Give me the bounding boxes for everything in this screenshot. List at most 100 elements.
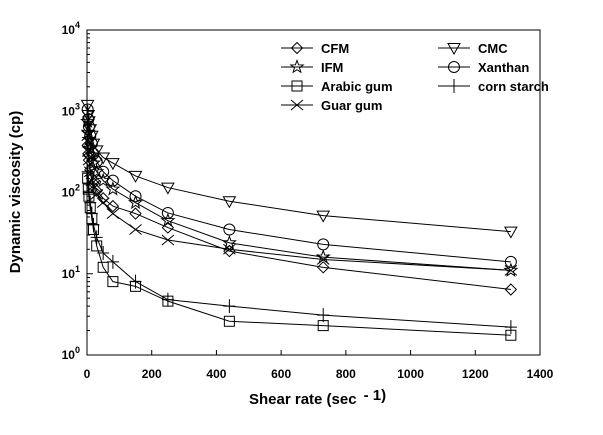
- data-point-guar-gum: [87, 180, 100, 192]
- series-xanthan: [81, 103, 517, 268]
- y-tick-label-exp: 4: [75, 20, 80, 30]
- series-line-cmc: [87, 104, 511, 233]
- data-point-cmc: [80, 99, 95, 112]
- series-line-corn-starch: [87, 171, 511, 328]
- data-point-ifm: [315, 249, 331, 264]
- data-point-ifm: [127, 194, 144, 210]
- y-tick-label: 102: [62, 183, 80, 200]
- x-axis-title: Shear rate (sec - 1): [249, 387, 386, 408]
- y-tick-label-exp: 0: [75, 345, 80, 355]
- series-corn-starch: [81, 164, 517, 335]
- legend-label: CMC: [478, 41, 508, 56]
- legend-label: IFM: [321, 60, 343, 75]
- data-point-corn-starch: [223, 299, 236, 314]
- data-point-xanthan: [82, 120, 95, 133]
- data-point-guar-gum: [316, 254, 330, 265]
- x-tick-label: 600: [271, 367, 291, 381]
- x-tick-label: 200: [142, 367, 162, 381]
- x-tick-label: 1200: [462, 367, 489, 381]
- x-tick-label: 1000: [397, 367, 424, 381]
- y-tick-label-base: 10: [62, 104, 76, 118]
- series-layer: [80, 99, 519, 341]
- series-guar-gum: [81, 130, 518, 276]
- y-tick-label-exp: 2: [75, 183, 80, 193]
- data-point-cfm: [504, 283, 518, 296]
- data-point-corn-starch: [129, 274, 142, 289]
- data-point-guar-gum: [90, 188, 104, 200]
- series-ifm: [80, 113, 519, 277]
- series-line-guar-gum: [87, 135, 511, 271]
- data-point-cfm: [84, 163, 97, 177]
- data-point-cmc: [161, 182, 175, 195]
- legend-label: Arabic gum: [321, 79, 393, 94]
- legend-marker-xanthan: [448, 61, 460, 73]
- data-point-xanthan: [82, 113, 95, 126]
- legend-marker-arabic-gum: [291, 80, 303, 92]
- x-tick-label: 1400: [527, 367, 554, 381]
- data-point-cmc: [81, 109, 96, 122]
- data-point-cmc: [222, 196, 237, 209]
- x-axis-title-sup: - 1): [364, 387, 387, 404]
- data-point-xanthan: [504, 255, 517, 268]
- y-tick-label-base: 10: [62, 186, 76, 200]
- data-point-xanthan: [81, 103, 94, 116]
- legend-item-cfm: CFM: [281, 41, 349, 56]
- data-point-xanthan: [317, 238, 330, 251]
- legend-item-cmc: CMC: [438, 41, 508, 56]
- data-point-xanthan: [106, 174, 119, 187]
- y-axis-title: Dynamic viscosity (cp): [7, 111, 24, 274]
- legend-item-ifm: IFM: [281, 59, 343, 75]
- legend-marker-cmc: [447, 43, 461, 56]
- series-line-cfm: [87, 145, 511, 290]
- data-point-cmc: [86, 138, 101, 151]
- legend-marker-corn-starch: [448, 79, 460, 93]
- data-point-cmc: [128, 170, 143, 183]
- data-point-corn-starch: [161, 292, 174, 307]
- data-point-corn-starch: [504, 320, 517, 335]
- data-point-cfm: [317, 261, 330, 274]
- data-point-ifm: [160, 212, 176, 228]
- data-point-guar-gum: [504, 265, 518, 276]
- series-cmc: [80, 99, 518, 239]
- data-point-corn-starch: [81, 164, 94, 179]
- data-point-arabic-gum: [107, 276, 119, 288]
- data-point-guar-gum: [96, 197, 110, 209]
- data-point-cfm: [106, 199, 120, 213]
- data-point-corn-starch: [90, 230, 103, 245]
- y-tick-label: 104: [62, 20, 80, 37]
- data-point-ifm: [221, 234, 237, 250]
- data-point-cmc: [316, 210, 331, 223]
- data-point-cfm: [129, 207, 142, 220]
- x-tick-label: 0: [84, 367, 91, 381]
- data-point-corn-starch: [317, 308, 330, 323]
- y-tick-label: 100: [62, 345, 80, 362]
- x-axis: 0 200 400 600 800 1000 1200 1400: [84, 350, 554, 381]
- data-point-guar-gum: [82, 154, 96, 166]
- y-tick-label-base: 10: [62, 267, 76, 281]
- x-tick-label: 800: [336, 367, 356, 381]
- series-cfm: [81, 139, 518, 296]
- data-point-xanthan: [161, 206, 174, 219]
- data-point-xanthan: [90, 155, 103, 168]
- legend-item-corn-starch: corn starch: [438, 79, 549, 94]
- y-tick-label-exp: 1: [75, 264, 80, 274]
- legend-item-guar-gum: Guar gum: [281, 98, 382, 113]
- legend-label: Xanthan: [478, 60, 529, 75]
- data-point-xanthan: [85, 137, 98, 150]
- data-point-arabic-gum: [97, 261, 109, 273]
- data-point-arabic-gum: [223, 315, 235, 327]
- y-tick-label-base: 10: [62, 348, 76, 362]
- data-point-guar-gum: [106, 208, 120, 219]
- data-point-xanthan: [84, 129, 97, 142]
- data-point-corn-starch: [85, 206, 98, 221]
- legend-item-arabic-gum: Arabic gum: [281, 79, 393, 94]
- y-tick-label-base: 10: [62, 23, 76, 37]
- data-point-xanthan: [129, 190, 142, 203]
- x-axis-title-main: Shear rate (sec: [249, 391, 357, 408]
- data-point-corn-starch: [82, 185, 95, 200]
- data-point-xanthan: [223, 223, 236, 236]
- data-point-corn-starch: [87, 217, 100, 232]
- data-point-corn-starch: [106, 254, 119, 269]
- legend-label: Guar gum: [321, 98, 382, 113]
